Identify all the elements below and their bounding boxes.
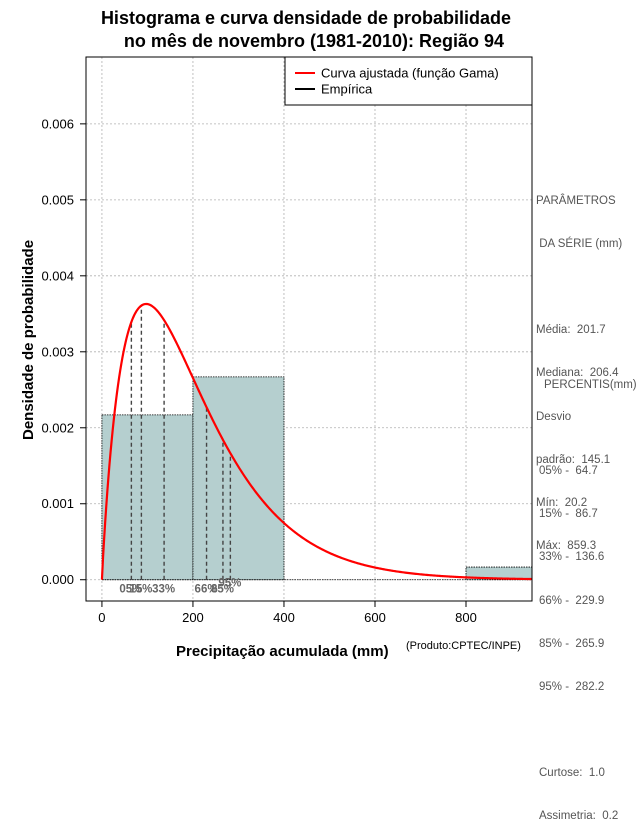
percentil-15: 15% - 86.7 [539,508,598,521]
histogram-bar [465,566,532,581]
credit-note: (Produto:CPTEC/INPE) [406,640,521,652]
chart-title-line1: Histograma e curva densidade de probabil… [100,8,512,28]
stat-curtose: Curtose: 1.0 [539,766,605,779]
histogram-bar [101,414,194,581]
x-tick-label: 0 [98,610,105,625]
x-tick-label: 400 [273,610,295,625]
gamma-curve [100,302,532,581]
stat-mediana: Mediana: 206.4 [536,367,619,380]
histogram-bar [192,376,285,581]
axes-layer: 0 200 400 600 800 0.000 0.001 0.002 0.003 0.004 0.… [41,56,533,625]
y-tick-label: 0.006 [41,116,74,131]
percentile-lines-layer: 05%15% 33% 66%85%95% [119,305,241,596]
legend-box [284,56,533,106]
parametros-panel: PARÂMETROS DA SÉRIE (mm) Média: 201.7 Me… [536,165,622,568]
legend-label: Empírica [321,82,373,97]
stat-min: Mín: 20.2 [536,496,588,509]
histogram-chart: 05%15% 33% 66%85%95% 0 200 400 600 800 0.000 0.0… [41,56,533,625]
percentil-05: 05% - 64.7 [539,464,598,477]
stat-desvio-value: padrão: 145.1 [536,453,611,466]
y-tick-label: 0.001 [41,496,74,511]
percentile-label: 33% [152,584,175,596]
legend-label: Curva ajustada (função Gama) [321,66,499,81]
percentile-label: 15% [129,584,152,596]
y-axis-title: Densidade de probabilidade [20,239,37,440]
bars-layer [101,376,532,581]
stat-assimetria: Assimetria: 0.2 [539,810,619,823]
percentil-66: 66% - 229.9 [539,594,605,607]
x-axis-title: Precipitação acumulada (mm) [176,643,389,660]
percentis-header: PERCENTIS(mm) [544,378,637,391]
legend-layer: Curva ajustada (função Gama)Empírica [284,56,533,106]
percentile-label: 05% [119,584,142,596]
x-tick-label: 600 [364,610,386,625]
y-tick-label: 0.000 [41,572,74,587]
percentile-label: 66% [195,584,218,596]
y-tick-label: 0.004 [41,268,74,283]
x-tick-label: 800 [455,610,477,625]
percentile-label: 85% [211,584,234,596]
percentil-95: 95% - 282.2 [539,680,605,693]
chart-title-line2: no mês de novembro (1981-2010): Região 9… [123,31,505,51]
stat-max: Máx: 859.3 [536,540,597,553]
stat-media: Média: 201.7 [536,324,606,337]
percentil-33: 33% - 136.6 [539,551,605,564]
x-tick-label: 200 [182,610,204,625]
parametros-header: PARÂMETROS [536,194,616,207]
y-tick-label: 0.003 [41,344,74,359]
percentile-label: 95% [218,578,241,590]
stat-desvio-label: Desvio [536,410,572,423]
curve-layer [100,302,532,581]
parametros-subheader: DA SÉRIE (mm) [536,238,623,251]
y-tick-label: 0.002 [41,420,74,435]
percentis-panel: PERCENTIS(mm) 05% - 64.7 15% - 86.7 33% … [536,349,637,838]
percentil-85: 85% - 265.9 [539,637,605,650]
y-tick-label: 0.005 [41,192,74,207]
